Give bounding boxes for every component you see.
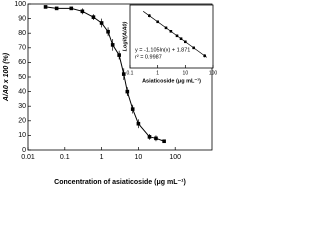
y-tick-label: 100 (14, 1, 26, 8)
y-tick-label: 40 (18, 88, 26, 95)
marker (43, 5, 48, 9)
data-line (45, 6, 165, 142)
marker (136, 121, 141, 126)
y-tick-label: 0 (22, 147, 26, 154)
y-tick-label: 80 (18, 30, 26, 37)
fit-line (142, 11, 208, 58)
marker (125, 89, 130, 94)
x-tick-label: 0.01 (21, 154, 35, 161)
marker (154, 136, 158, 141)
x-tick-label: 1 (156, 70, 159, 76)
y-tick-label: 70 (18, 45, 26, 52)
y-tick-label: 20 (18, 118, 26, 125)
y-tick-label: 30 (18, 103, 26, 110)
annotation: y = -1.105ln(x) + 1.871 (135, 47, 190, 53)
y-axis-label: Logit(A/A0) (122, 22, 128, 52)
x-tick-label: 100 (209, 70, 218, 76)
marker (80, 9, 85, 14)
x-axis-label: Asiaticoside (μg mL⁻¹) (142, 77, 201, 84)
marker (91, 15, 96, 19)
x-tick-label: 100 (169, 154, 181, 161)
marker (162, 139, 166, 144)
y-tick-label: 90 (18, 15, 26, 22)
x-tick-label: 10 (135, 154, 143, 161)
marker (121, 72, 126, 76)
marker (179, 37, 183, 41)
marker (184, 40, 187, 44)
marker (106, 29, 110, 34)
marker (130, 107, 135, 111)
plot-frame (129, 4, 214, 69)
marker (164, 26, 168, 30)
marker (147, 135, 152, 139)
marker (175, 34, 179, 38)
x-tick-label: 0.1 (127, 70, 134, 76)
marker (203, 54, 206, 58)
x-tick-label: 10 (183, 70, 189, 76)
y-tick-label: 50 (18, 74, 26, 81)
marker (148, 14, 151, 18)
marker (117, 53, 121, 57)
y-tick-label: 60 (18, 59, 26, 66)
y-tick-label: 10 (18, 132, 26, 139)
marker (110, 43, 115, 47)
x-tick-label: 0.1 (60, 154, 70, 161)
x-tick-label: 1 (100, 154, 104, 161)
marker (69, 6, 74, 11)
marker (192, 46, 195, 50)
chart: 0.01 0.1 1 10 100 0 10 20 30 40 50 60 70 80 90 100 Conce… (3, 1, 218, 186)
marker (156, 20, 159, 24)
marker (99, 21, 104, 25)
marker (54, 6, 59, 11)
annotation: r² = 0.9987 (135, 54, 162, 60)
x-axis-label: Concentration of asiaticoside (μg mL⁻¹) (54, 179, 186, 186)
marker (169, 30, 173, 33)
y-axis-label: A/A0 x 100 (%) (3, 52, 10, 102)
